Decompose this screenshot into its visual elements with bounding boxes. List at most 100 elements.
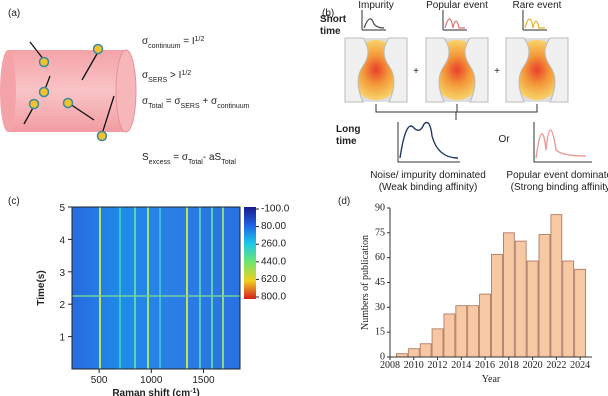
bar xyxy=(491,253,503,358)
y-axis-label: Numbers of publication xyxy=(360,235,371,330)
equation: σTotal = σSERS + σcontinuum xyxy=(142,96,250,110)
text-segment: - aS xyxy=(203,152,222,163)
caption: Noise/ impurity dominated xyxy=(370,170,486,181)
bar xyxy=(419,343,432,358)
row-label: Long xyxy=(336,124,360,135)
colorbar xyxy=(244,207,256,299)
y-tick-label: 15 xyxy=(375,327,385,338)
colorbar-tick-label: -100.0 xyxy=(261,204,290,215)
text-segment: Total xyxy=(221,159,236,166)
event-label: Popular event xyxy=(426,0,488,11)
bar xyxy=(455,305,468,358)
x-tick-label: 2022 xyxy=(546,360,566,371)
particles xyxy=(28,43,108,142)
bar xyxy=(479,293,491,358)
y-tick-label: 75 xyxy=(375,227,385,238)
y-tick-label: 60 xyxy=(375,252,385,263)
y-tick-label: 4 xyxy=(59,235,65,246)
text-segment: S xyxy=(142,152,149,163)
equation: σcontinuum = I1/2 xyxy=(142,36,204,50)
equation: Sexcess = σTotal- aSTotal xyxy=(142,152,236,166)
x-tick-label: 500 xyxy=(91,375,108,386)
bracket xyxy=(375,104,538,120)
y-tick-label: 5 xyxy=(59,203,65,214)
panel-label: (d) xyxy=(338,196,350,207)
row-label: time xyxy=(320,26,341,37)
spectrum xyxy=(399,121,459,159)
text-segment: > I xyxy=(167,70,181,81)
row-label: Short xyxy=(320,14,347,25)
text-segment: = σ xyxy=(163,96,181,107)
x-tick-label: 2020 xyxy=(523,360,543,371)
y-tick-label: 3 xyxy=(59,268,65,279)
plus-sign: + xyxy=(494,66,500,77)
bar xyxy=(562,260,575,358)
y-tick-label: 0 xyxy=(380,352,385,363)
bar xyxy=(514,240,527,358)
text-segment: continuum xyxy=(148,43,180,50)
text-segment: -1 xyxy=(190,388,196,395)
bar xyxy=(407,348,420,358)
panel-b-drawing xyxy=(344,10,592,163)
x-axis-label: Raman shift (cm-1) xyxy=(112,388,199,396)
y-tick-label: 90 xyxy=(375,203,385,214)
axes xyxy=(389,208,592,358)
y-axis-label: Time(s) xyxy=(36,270,47,305)
panel-label: (a) xyxy=(8,8,20,19)
text-segment: continuum xyxy=(217,103,249,110)
tube-start xyxy=(0,50,16,132)
bar xyxy=(431,328,444,358)
bar xyxy=(443,313,456,358)
text-segment: = I xyxy=(180,36,194,47)
text-segment: Raman shift (cm xyxy=(112,388,190,396)
colorbar-tick-label: 620.0 xyxy=(261,274,286,285)
colorbar-tick-label: 260.0 xyxy=(261,239,286,250)
bar xyxy=(526,260,539,358)
text-segment: = σ xyxy=(170,152,188,163)
heatmap-field xyxy=(72,207,240,369)
panel-label: (c) xyxy=(8,196,20,207)
bar xyxy=(467,305,480,358)
axes xyxy=(533,122,592,163)
caption: Popular event dominated xyxy=(506,170,608,181)
text-segment: excess xyxy=(149,159,171,166)
caption: (Weak binding affinity) xyxy=(379,182,478,193)
spectrum xyxy=(535,129,587,159)
tube-end xyxy=(115,49,137,133)
text-segment: 1/2 xyxy=(181,70,191,77)
bar xyxy=(574,268,586,358)
text-segment: 1/2 xyxy=(195,36,205,43)
colorbar-tick-label: 440.0 xyxy=(261,256,286,267)
bar xyxy=(502,232,515,358)
text-segment: Total xyxy=(148,103,163,110)
text-segment: σ xyxy=(142,36,149,47)
x-tick-label: 2010 xyxy=(404,360,424,371)
bar xyxy=(550,214,563,358)
colorbar-tick-label: 800.0 xyxy=(261,292,286,303)
event-label: Rare event xyxy=(513,0,562,11)
text-segment: SERS xyxy=(181,103,200,110)
text-segment: σ xyxy=(142,70,149,81)
x-tick-label: 2008 xyxy=(380,360,400,371)
plus-sign: + xyxy=(413,66,419,77)
text-segment: Total xyxy=(188,159,203,166)
x-tick-label: 1500 xyxy=(192,375,215,386)
text-segment: SERS xyxy=(148,77,167,84)
mini-spectra xyxy=(361,10,547,31)
event-label: Impurity xyxy=(358,0,394,11)
plot-frame xyxy=(71,206,241,370)
heatmap-image xyxy=(72,207,240,369)
x-tick-label: 2012 xyxy=(428,360,448,371)
heatmap-stripes xyxy=(72,207,240,369)
x-axis-label: Year xyxy=(482,374,501,385)
gaps xyxy=(344,37,569,103)
colorbar-tick-label: 80.00 xyxy=(261,221,286,232)
y-tick-label: 30 xyxy=(375,302,385,313)
x-tick-label: 2018 xyxy=(499,360,519,371)
arrows xyxy=(23,41,115,135)
text-segment: ) xyxy=(196,388,199,396)
x-tick-label: 2014 xyxy=(451,360,471,371)
y-tick-label: 1 xyxy=(59,333,65,344)
y-tick-label: 45 xyxy=(375,277,385,288)
